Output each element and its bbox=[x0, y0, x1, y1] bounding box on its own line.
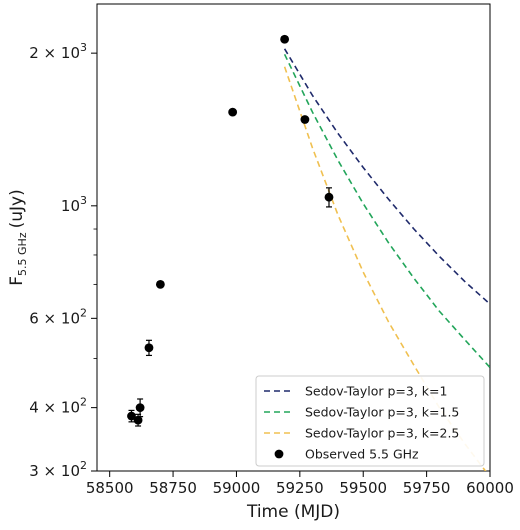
x-tick-label: 59250 bbox=[276, 479, 324, 497]
y-tick-label: 6 × 102 bbox=[29, 306, 87, 327]
data-point bbox=[280, 34, 290, 44]
y-tick-label-base: 10 bbox=[61, 197, 80, 215]
y-tick-label-base: 4 × 10 bbox=[29, 399, 80, 417]
x-axis: 58500 58750 59000 59250 59500 59750 60000 bbox=[86, 471, 514, 497]
x-tick-label: 59750 bbox=[403, 479, 451, 497]
y-tick-label-exponent: 2 bbox=[80, 396, 87, 409]
y-tick-label-exponent: 3 bbox=[80, 41, 87, 54]
y-tick-label-exponent: 2 bbox=[80, 306, 87, 319]
x-tick-label: 60000 bbox=[466, 479, 514, 497]
data-point bbox=[144, 343, 154, 353]
y-tick-label-base: 3 × 10 bbox=[29, 462, 80, 480]
legend: Sedov-Taylor p=3, k=1 Sedov-Taylor p=3, k… bbox=[255, 375, 485, 467]
data-point bbox=[127, 411, 136, 421]
y-tick-label-base: 2 × 10 bbox=[29, 44, 80, 62]
legend-label: Sedov-Taylor p=3, k=1.5 bbox=[305, 405, 459, 420]
model-curve-1 bbox=[283, 48, 490, 305]
data-point bbox=[135, 403, 145, 413]
data-point bbox=[155, 279, 165, 289]
y-axis-title: F5.5 GHz (uJy) bbox=[7, 189, 29, 285]
y-axis-title-unit: (uJy) bbox=[7, 189, 27, 228]
x-tick-label: 59000 bbox=[213, 479, 261, 497]
y-tick-label: 3 × 102 bbox=[29, 459, 87, 480]
model-curve-2 bbox=[283, 53, 490, 369]
y-tick-label: 103 bbox=[61, 194, 87, 215]
plot-frame bbox=[96, 3, 491, 472]
x-tick-label: 59500 bbox=[339, 479, 387, 497]
data-point bbox=[228, 107, 238, 117]
x-tick-label: 58750 bbox=[149, 479, 197, 497]
x-tick-label: 58500 bbox=[86, 479, 134, 497]
x-axis-title: Time (MJD) bbox=[246, 502, 340, 522]
data-point bbox=[300, 115, 310, 124]
y-tick-label-exponent: 3 bbox=[80, 194, 87, 207]
legend-box bbox=[255, 375, 485, 467]
legend-swatch-marker bbox=[274, 449, 284, 459]
observed-points bbox=[127, 34, 334, 427]
y-tick-label: 2 × 103 bbox=[29, 41, 87, 62]
y-tick-label-exponent: 2 bbox=[80, 459, 87, 472]
y-axis-title-main: F bbox=[7, 276, 27, 286]
legend-label: Observed 5.5 GHz bbox=[305, 447, 419, 462]
y-tick-label: 4 × 102 bbox=[29, 396, 87, 417]
legend-label: Sedov-Taylor p=3, k=2.5 bbox=[305, 426, 459, 441]
y-axis-title-subscript: 5.5 GHz bbox=[16, 232, 29, 276]
data-point bbox=[133, 415, 143, 425]
legend-label: Sedov-Taylor p=3, k=1 bbox=[305, 384, 447, 399]
y-tick-label-base: 6 × 10 bbox=[29, 309, 80, 327]
data-point bbox=[324, 192, 334, 202]
